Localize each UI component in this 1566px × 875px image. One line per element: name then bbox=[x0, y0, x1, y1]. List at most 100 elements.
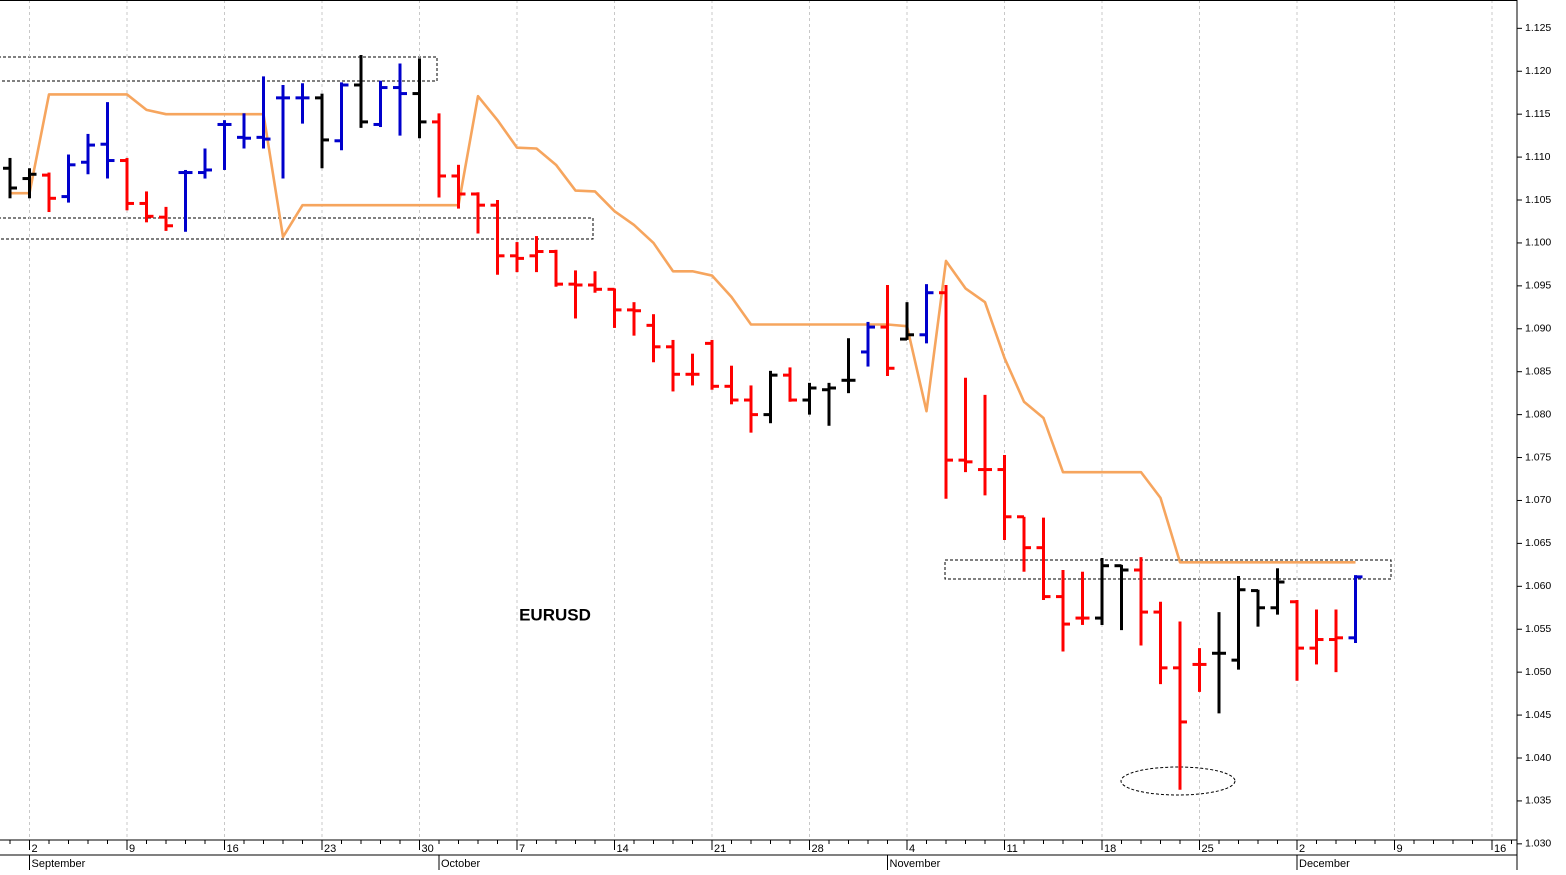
ohlc-bar bbox=[42, 172, 56, 213]
x-tick-label: 23 bbox=[324, 843, 336, 855]
ohlc-bar bbox=[471, 192, 485, 234]
ohlc-bar bbox=[568, 270, 583, 319]
ohlc-bar bbox=[198, 148, 212, 179]
ohlc-bar bbox=[1114, 564, 1129, 631]
ohlc-bar bbox=[1251, 589, 1265, 627]
y-tick-label: 1.070 bbox=[1525, 494, 1551, 506]
ohlc-bar bbox=[139, 191, 154, 223]
ohlc-bar bbox=[588, 271, 602, 293]
y-tick-label: 1.055 bbox=[1525, 623, 1551, 635]
ohlc-bar bbox=[939, 285, 953, 499]
y-tick-label: 1.115 bbox=[1525, 108, 1551, 120]
ohlc-bar bbox=[1329, 609, 1343, 673]
x-tick-label: 30 bbox=[422, 843, 434, 855]
ohlc-bar bbox=[724, 365, 739, 405]
ohlc-bar bbox=[334, 82, 349, 151]
ohlc-bar bbox=[549, 249, 563, 287]
y-tick-label: 1.030 bbox=[1525, 838, 1551, 850]
y-tick-label: 1.080 bbox=[1525, 408, 1551, 420]
ohlc-bar bbox=[159, 206, 173, 231]
y-tick-label: 1.065 bbox=[1525, 537, 1551, 549]
ohlc-bar bbox=[61, 154, 76, 203]
ohlc-bar bbox=[120, 157, 134, 211]
low-marker bbox=[1120, 766, 1236, 796]
ohlc-bar bbox=[627, 302, 641, 336]
y-tick-label: 1.035 bbox=[1525, 795, 1551, 807]
y-tick-label: 1.095 bbox=[1525, 280, 1551, 292]
ohlc-bar bbox=[373, 80, 388, 128]
ohlc-bar bbox=[1348, 575, 1363, 643]
ohlc-bar bbox=[666, 339, 680, 392]
y-tick-label: 1.105 bbox=[1525, 194, 1551, 206]
x-tick-label: 9 bbox=[129, 843, 135, 855]
ohlc-bar bbox=[822, 382, 836, 426]
ohlc-bar bbox=[1309, 609, 1324, 665]
ohlc-bar bbox=[432, 113, 446, 198]
x-tick-label: 7 bbox=[519, 843, 525, 855]
ohlc-bar bbox=[451, 164, 466, 209]
y-tick-label: 1.045 bbox=[1525, 709, 1551, 721]
x-tick-label: 2 bbox=[1299, 843, 1305, 855]
y-tick-label: 1.085 bbox=[1525, 365, 1551, 377]
range-box bbox=[0, 56, 438, 82]
ohlc-bar bbox=[100, 102, 115, 179]
ohlc-bar bbox=[841, 338, 856, 394]
ohlc-bar bbox=[237, 113, 251, 149]
month-label: September bbox=[32, 858, 86, 870]
y-tick-label: 1.110 bbox=[1525, 151, 1551, 163]
ohlc-bar bbox=[22, 168, 37, 199]
range-box bbox=[944, 559, 1392, 580]
ohlc-bar bbox=[256, 76, 271, 149]
y-tick-label: 1.040 bbox=[1525, 752, 1551, 764]
ohlc-bar bbox=[490, 200, 505, 275]
ohlc-bar bbox=[276, 84, 290, 179]
ohlc-bar bbox=[646, 314, 661, 363]
ohlc-bar bbox=[1153, 601, 1168, 685]
ohlc-bar bbox=[354, 54, 368, 128]
ohlc-bar bbox=[1095, 557, 1109, 625]
x-tick-label: 25 bbox=[1202, 843, 1214, 855]
ohlc-bar bbox=[1017, 515, 1031, 572]
x-tick-label: 9 bbox=[1397, 843, 1403, 855]
ohlc-bar bbox=[1134, 557, 1148, 646]
ohlc-bar bbox=[607, 287, 622, 328]
ohlc-bar bbox=[685, 353, 700, 386]
month-label: December bbox=[1299, 858, 1350, 870]
x-tick-label: 28 bbox=[812, 843, 824, 855]
ohlc-bar bbox=[295, 83, 310, 124]
ohlc-bar bbox=[997, 454, 1012, 540]
ohlc-bar bbox=[880, 285, 895, 376]
ohlc-bar bbox=[1231, 576, 1246, 670]
ohlc-bar bbox=[802, 382, 817, 415]
ohlc-bar bbox=[178, 169, 193, 232]
ohlc-bar bbox=[412, 58, 427, 139]
x-tick-label: 11 bbox=[1007, 843, 1018, 855]
ohlc-bar bbox=[1212, 612, 1226, 714]
ohlc-bar bbox=[861, 321, 875, 367]
ohlc-bar bbox=[1192, 648, 1207, 692]
y-tick-label: 1.090 bbox=[1525, 323, 1551, 335]
ohlc-bar bbox=[1056, 570, 1070, 652]
y-tick-label: 1.050 bbox=[1525, 666, 1551, 678]
x-tick-label: 16 bbox=[227, 843, 239, 855]
y-tick-label: 1.125 bbox=[1525, 22, 1551, 34]
ohlc-bar bbox=[510, 242, 524, 273]
x-tick-label: 16 bbox=[1494, 843, 1506, 855]
ohlc-bar bbox=[81, 133, 95, 175]
x-tick-label: 4 bbox=[909, 843, 915, 855]
ohlc-bar bbox=[978, 394, 992, 496]
ohlc-bar bbox=[919, 284, 934, 344]
ohlc-bar bbox=[900, 302, 914, 341]
ohlc-bar bbox=[217, 120, 232, 170]
stop-line bbox=[10, 93, 1356, 564]
ohlc-bar bbox=[783, 367, 797, 402]
ohlc-bar bbox=[1290, 600, 1304, 681]
ohlc-bar bbox=[1270, 568, 1285, 615]
ohlc-bar bbox=[705, 339, 719, 390]
y-tick-label: 1.120 bbox=[1525, 65, 1551, 77]
ohlc-bar bbox=[763, 370, 778, 424]
ohlc-bar bbox=[1075, 571, 1090, 625]
